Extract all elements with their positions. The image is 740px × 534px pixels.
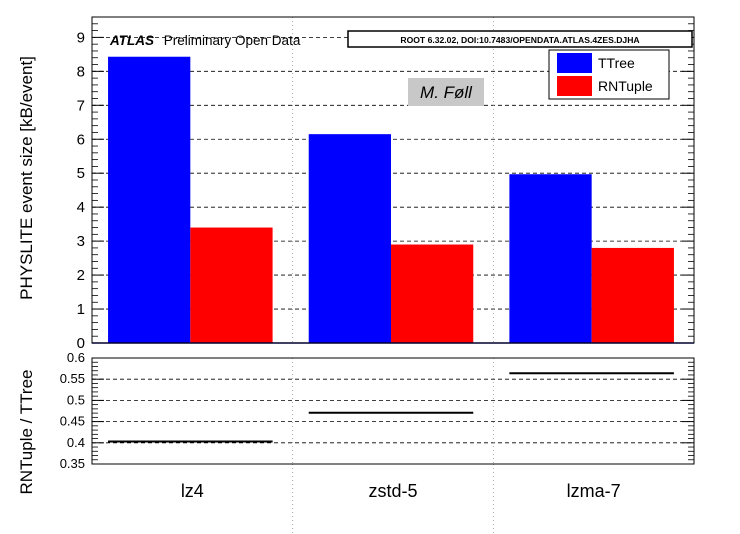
legend-label-rntuple: RNTuple [598,78,653,94]
ratio-y-tick-labels: 0.35 0.4 0.45 0.5 0.55 0.6 [60,350,85,471]
atlas-label: ATLAS Preliminary Open Data [109,33,301,48]
author-label: M. Føll [420,83,473,102]
atlas-status-label: Preliminary Open Data [164,33,301,48]
ratio-y-axis-label: RNTuple / TTree [17,369,36,494]
main-y-axis-label: PHYSLITE event size [kB/event] [17,56,36,300]
bar-series [92,56,694,344]
x-category-label: lz4 [181,481,204,501]
x-category-labels: lz4 zstd-5 lzma-7 [181,481,621,501]
y-tick-label: 2 [77,267,85,284]
bar-rntuple-zstd-5 [390,244,474,343]
main-panel: 0 1 2 3 4 5 6 7 8 9 PHYSLITE event size [kB/event… [17,16,695,352]
ratio-tick-label: 0.6 [67,350,85,365]
legend-swatch-rntuple [557,76,592,96]
y-tick-label: 1 [77,301,85,318]
bar-ttree-zstd-5 [308,134,391,343]
ratio-tick-label: 0.5 [67,392,85,407]
legend-label-ttree: TTree [598,55,635,71]
bar-rntuple-lzma-7 [591,247,674,343]
ratio-tick-label: 0.45 [60,414,85,429]
software-info-text: ROOT 6.32.02, DOI:10.7483/OPENDATA.ATLAS… [400,35,639,45]
svg-text:ATLAS Preliminary Open: ATLAS Preliminary Open Data [109,33,301,48]
legend-swatch-ttree [557,53,592,73]
ratio-axis-ticks [92,357,694,465]
y-tick-label: 9 [77,29,85,46]
ratio-tick-label: 0.35 [60,456,85,471]
y-tick-label: 5 [77,165,85,182]
software-info-box: ROOT 6.32.02, DOI:10.7483/OPENDATA.ATLAS… [347,30,693,48]
author-watermark: M. Føll [408,78,484,106]
ratio-tick-label: 0.4 [67,435,85,450]
main-y-tick-labels: 0 1 2 3 4 5 6 7 8 9 [77,29,85,352]
ratio-panel-frame [91,357,695,465]
bar-ttree-lz4 [108,56,191,343]
y-tick-label: 7 [77,97,85,114]
bar-rntuple-lz4 [190,227,273,343]
y-tick-label: 4 [77,199,85,216]
ratio-panel: 0.35 0.4 0.45 0.5 0.55 0.6 lz4 zstd-5 lzma-7 RN… [17,350,695,534]
ratio-tick-label: 0.55 [60,371,85,386]
legend: TTree RNTuple [548,49,670,100]
y-tick-label: 8 [77,63,85,80]
ratio-series [108,372,674,443]
atlas-experiment-label: ATLAS [109,33,154,48]
main-axis-ticks [92,16,694,344]
ratio-gridlines [92,358,694,534]
bar-ttree-lzma-7 [509,174,592,343]
y-tick-label: 0 [77,335,85,352]
y-tick-label: 6 [77,131,85,148]
x-category-label: lzma-7 [567,481,621,501]
x-category-label: zstd-5 [368,481,417,501]
y-tick-label: 3 [77,233,85,250]
